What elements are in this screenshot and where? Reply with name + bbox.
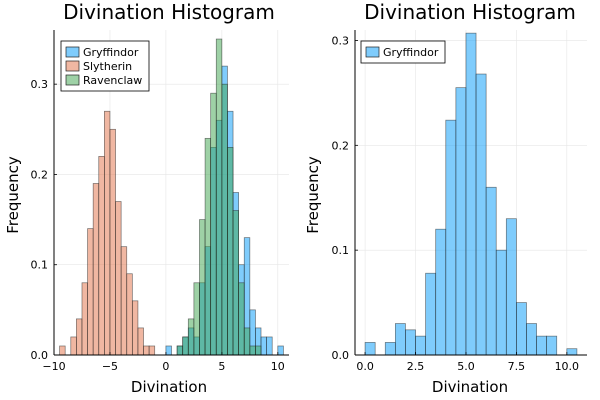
- ravenclaw-bar: [249, 345, 256, 356]
- slytherin-bar: [126, 273, 133, 356]
- x-tick-label: −10: [42, 360, 65, 373]
- slytherin-bar: [131, 300, 139, 356]
- slytherin-bar: [109, 128, 116, 356]
- x-tick-label: 5.0: [457, 360, 475, 373]
- ravenclaw-bar: [187, 318, 195, 356]
- ravenclaw-bar: [176, 345, 184, 356]
- gryffindor-bar: [384, 342, 396, 356]
- ravenclaw-bar: [210, 92, 217, 356]
- gryffindor-bar: [394, 323, 406, 356]
- ravenclaw-bar: [227, 147, 234, 356]
- right-x-axis-label: Divination: [432, 378, 508, 396]
- right-chart-title: Divination Histogram: [364, 0, 576, 24]
- y-tick-label: 0.2: [31, 168, 49, 181]
- slytherin-bar: [137, 327, 144, 356]
- legend-swatch-ravenclaw: [65, 74, 80, 86]
- x-tick-label: 10: [271, 360, 285, 373]
- x-tick-label: 0.0: [356, 360, 374, 373]
- slytherin-bar: [148, 345, 156, 356]
- y-tick-label: 0.0: [332, 349, 350, 362]
- legend-swatch-gryffindor: [365, 46, 380, 58]
- gryffindor-bar: [495, 249, 507, 356]
- slytherin-bar: [98, 156, 105, 356]
- x-tick-label: 2.5: [407, 360, 425, 373]
- gryffindor-bar: [546, 335, 558, 356]
- gryffindor-bar: [526, 323, 537, 356]
- ravenclaw-bar: [221, 83, 228, 356]
- right-axes: [354, 30, 587, 356]
- gryffindor-bar: [566, 348, 578, 356]
- gryffindor-bar: [435, 228, 447, 356]
- ravenclaw-bar: [255, 345, 262, 356]
- left-bars: [59, 38, 284, 356]
- y-tick-label: 0.1: [332, 244, 350, 257]
- slytherin-bar: [81, 282, 88, 356]
- y-tick-label: 0.3: [332, 34, 350, 47]
- gryffindor-bar: [165, 345, 172, 356]
- gryffindor-bar: [445, 119, 457, 356]
- y-tick-label: 0.3: [31, 78, 49, 91]
- legend-box: [360, 40, 446, 64]
- ravenclaw-bar: [238, 282, 245, 356]
- gryffindor-bar: [505, 218, 517, 356]
- ravenclaw-bar: [215, 38, 223, 356]
- x-tick-label: 10.0: [555, 360, 580, 373]
- gryffindor-bar: [536, 335, 548, 356]
- slytherin-bar: [87, 228, 94, 356]
- ravenclaw-bar: [182, 336, 189, 356]
- gryffindor-bar: [455, 87, 467, 356]
- x-tick-label: 5: [218, 360, 225, 373]
- ravenclaw-bar: [199, 219, 206, 356]
- legend-label-ravenclaw: Ravenclaw: [83, 74, 142, 87]
- gryffindor-bar: [516, 302, 527, 356]
- slytherin-bar: [120, 246, 128, 356]
- legend-label-slytherin: Slytherin: [83, 60, 132, 73]
- ravenclaw-bar: [204, 137, 212, 356]
- slytherin-bar: [59, 345, 66, 356]
- left-y-axis-label: Frequency: [4, 156, 22, 234]
- left-chart-title: Divination Histogram: [63, 0, 275, 24]
- left-histogram-panel: Divination Histogram Divination Frequenc…: [4, 0, 289, 396]
- y-tick-label: 0.2: [332, 139, 350, 152]
- slytherin-bar: [115, 201, 122, 356]
- slytherin-bar: [76, 318, 83, 356]
- ravenclaw-bar: [243, 327, 251, 356]
- x-tick-label: 7.5: [508, 360, 526, 373]
- ravenclaw-bar: [232, 210, 239, 356]
- left-tick-labels: −10 −5 0 5 10 0.0 0.1 0.2 0.3: [31, 78, 285, 373]
- gryffindor-bar: [475, 73, 487, 356]
- y-tick-label: 0.1: [31, 259, 49, 272]
- slytherin-bar: [92, 183, 100, 356]
- gryffindor-bar: [260, 336, 267, 356]
- gryffindor-bar: [415, 335, 426, 356]
- gryffindor-bar: [277, 345, 284, 356]
- gryffindor-bar: [465, 32, 477, 356]
- y-tick-label: 0.0: [31, 349, 49, 362]
- x-tick-label: 0: [162, 360, 169, 373]
- legend-label-gryffindor: Gryffindor: [383, 46, 439, 59]
- gryffindor-bar: [364, 342, 376, 356]
- right-y-axis-label: Frequency: [304, 156, 322, 234]
- slytherin-bar: [104, 110, 111, 356]
- left-x-axis-label: Divination: [131, 378, 207, 396]
- legend-swatch-slytherin: [65, 60, 80, 72]
- gryffindor-bar: [405, 329, 416, 356]
- legend-label-gryffindor: Gryffindor: [83, 46, 139, 59]
- gryffindor-bar: [266, 336, 273, 356]
- right-histogram-panel: Divination Histogram Divination Frequenc…: [304, 0, 587, 396]
- slytherin-bar: [70, 336, 77, 356]
- slytherin-bar: [143, 345, 150, 356]
- left-axes: [53, 30, 289, 356]
- ravenclaw-bar: [193, 282, 200, 356]
- gryffindor-bar: [485, 186, 497, 356]
- right-legend: Gryffindor: [360, 40, 446, 64]
- x-tick-label: −5: [102, 360, 118, 373]
- gryffindor-bar: [425, 272, 437, 356]
- legend-swatch-gryffindor: [65, 46, 80, 58]
- right-tick-labels: 0.0 2.5 5.0 7.5 10.0 0.0 0.1 0.2 0.3: [332, 34, 580, 373]
